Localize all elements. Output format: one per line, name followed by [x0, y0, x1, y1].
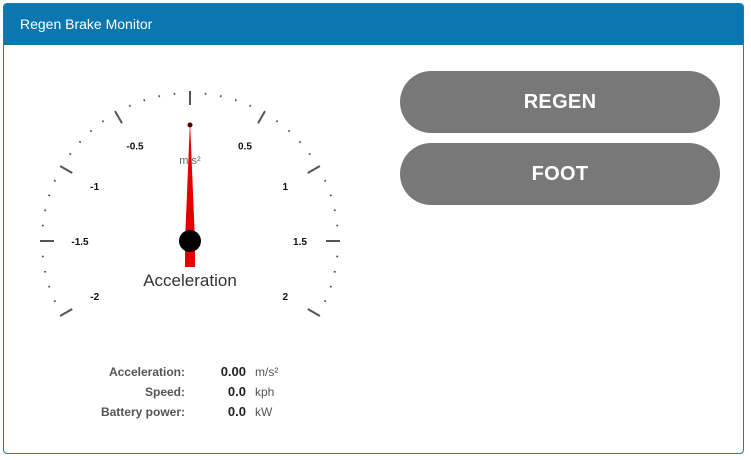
- gauge-minor-tick: [101, 119, 105, 123]
- gauge-minor-tick: [128, 104, 131, 108]
- regen-button[interactable]: REGEN: [400, 71, 720, 133]
- gauge-major-tick: [257, 110, 266, 124]
- gauge-major-tick: [114, 110, 123, 124]
- gauge-minor-tick: [329, 285, 332, 288]
- acceleration-gauge: -2-1.5-1-0.50.511.52 m/s² Acceleration: [40, 91, 340, 317]
- gauge-minor-tick: [249, 104, 252, 108]
- readout-unit-battery-power: kW: [255, 405, 273, 419]
- gauge-minor-tick: [48, 285, 51, 288]
- monitor-panel: Regen Brake Monitor -2 -1.5 -1 -0.5 0.5 1 1.5 2…: [3, 3, 744, 454]
- gauge-major-tick: [59, 308, 73, 317]
- readout-label-acceleration: Acceleration:: [108, 365, 185, 379]
- gauge-tick-label: -1.5: [71, 237, 89, 248]
- gauge-minor-tick: [308, 152, 312, 156]
- gauge-hub: [179, 230, 201, 252]
- gauge-minor-tick: [53, 179, 57, 182]
- gauge-tick-label: -1: [90, 182, 99, 193]
- gauge-title: Acceleration: [143, 271, 237, 290]
- gauge-major-tick: [307, 165, 321, 174]
- readout-label-battery-power: Battery power:: [100, 405, 185, 419]
- gauge-minor-tick: [68, 152, 72, 156]
- gauge-tick-label: 0.5: [238, 142, 252, 153]
- gauge-minor-tick: [298, 140, 302, 144]
- gauge-minor-tick: [323, 300, 327, 303]
- gauge-needle: [185, 121, 195, 241]
- readout-unit-acceleration: m/s²: [255, 365, 279, 379]
- gauge-tick-label: -0.5: [126, 142, 144, 153]
- gauge-tick-label: 1: [282, 182, 288, 193]
- gauge-minor-tick: [48, 194, 51, 197]
- gauge-minor-tick: [143, 99, 146, 102]
- gauge-minor-tick: [323, 179, 327, 182]
- gauge-major-tick: [59, 165, 73, 174]
- readout-value-acceleration: 0.00: [220, 364, 246, 379]
- panel-title: Regen Brake Monitor: [4, 4, 743, 45]
- gauge-tick-label: 2: [282, 292, 288, 303]
- readout-label-speed: Speed:: [144, 385, 185, 399]
- gauge-minor-tick: [53, 300, 57, 303]
- gauge-tick-labels: -2 -1.5 -1 -0.5 0.5 1 1.5 2: [71, 142, 307, 303]
- readout-unit-speed: kph: [255, 385, 275, 399]
- gauge-ticks: [40, 91, 340, 317]
- gauge-minor-tick: [89, 129, 93, 133]
- gauge-minor-tick: [329, 194, 332, 197]
- foot-button[interactable]: FOOT: [400, 143, 720, 205]
- gauge-needle-tip: [187, 122, 193, 128]
- readout-value-speed: 0.0: [227, 384, 246, 399]
- readout-value-battery-power: 0.0: [227, 404, 246, 419]
- gauge-tick-label: 1.5: [293, 237, 307, 248]
- gauge-major-tick: [307, 308, 321, 317]
- gauge-tick-label: -2: [90, 292, 99, 303]
- gauge-minor-tick: [275, 119, 279, 123]
- gauge-minor-tick: [78, 140, 82, 144]
- gauge-minor-tick: [234, 99, 237, 102]
- gauge-minor-tick: [287, 129, 291, 133]
